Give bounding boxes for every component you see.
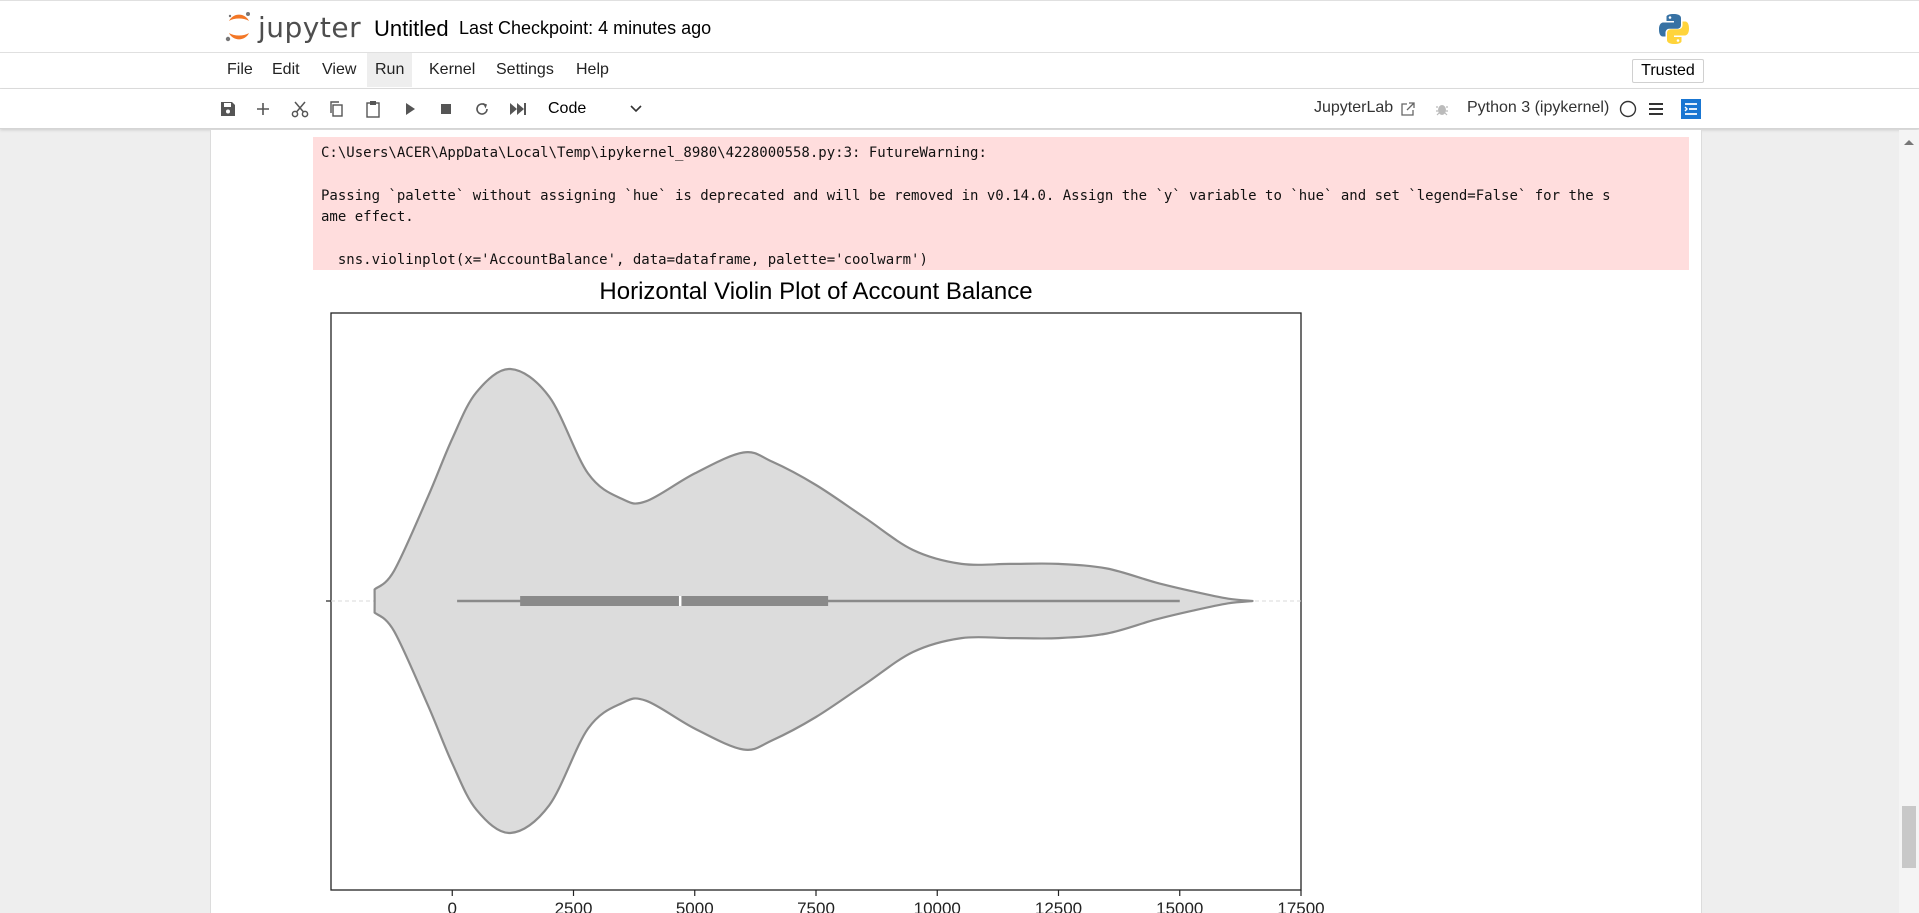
menu-file[interactable]: File xyxy=(227,61,253,78)
kernel-name[interactable]: Python 3 (ipykernel) xyxy=(1467,99,1610,116)
stderr-line: Passing `palette` without assigning `hue… xyxy=(321,188,1611,204)
scrollbar-thumb[interactable] xyxy=(1902,806,1916,868)
stderr-line: C:\Users\ACER\AppData\Local\Temp\ipykern… xyxy=(321,145,987,161)
scroll-up-arrow-icon[interactable] xyxy=(1903,134,1915,152)
chevron-down-icon[interactable] xyxy=(628,97,644,126)
cell-type-select[interactable]: Code xyxy=(548,100,587,117)
property-inspector-icon[interactable] xyxy=(1681,99,1701,119)
stderr-line: ame effect. xyxy=(321,209,414,225)
menu-bar: File Edit View Run Kernel Settings Help … xyxy=(0,53,1919,89)
jupyter-logo-icon xyxy=(225,12,250,42)
menu-kernel[interactable]: Kernel xyxy=(429,61,476,78)
top-header: jupyter Untitled Last Checkpoint: 4 minu… xyxy=(0,0,1919,53)
cut-icon[interactable] xyxy=(290,99,310,119)
external-link-icon[interactable] xyxy=(1398,99,1418,119)
vertical-scrollbar[interactable] xyxy=(1899,130,1919,913)
menu-settings[interactable]: Settings xyxy=(496,61,554,78)
menu-edit[interactable]: Edit xyxy=(272,61,300,78)
copy-icon[interactable] xyxy=(326,99,346,119)
save-icon[interactable] xyxy=(218,99,238,119)
menu-view[interactable]: View xyxy=(322,61,357,78)
chart-title: Horizontal Violin Plot of Account Balanc… xyxy=(599,278,1033,305)
kernel-status-icon xyxy=(1618,99,1638,119)
jupyter-logo-text: jupyter xyxy=(258,10,362,44)
stderr-line: sns.violinplot(x='AccountBalance', data=… xyxy=(321,252,928,268)
jupyter-logo[interactable]: jupyter xyxy=(224,9,361,45)
restart-icon[interactable] xyxy=(472,99,492,119)
paste-icon[interactable] xyxy=(363,99,383,119)
menu-lines-icon[interactable] xyxy=(1646,99,1666,119)
notebook-title[interactable]: Untitled xyxy=(374,16,449,41)
notebook-toolbar: Code JupyterLab Python 3 (ipykernel) xyxy=(0,89,1919,129)
fast-forward-icon[interactable] xyxy=(508,99,528,119)
python-logo-icon xyxy=(1656,11,1692,52)
add-cell-icon[interactable] xyxy=(253,99,273,119)
menu-help[interactable]: Help xyxy=(576,61,609,78)
stderr-output: C:\Users\ACER\AppData\Local\Temp\ipykern… xyxy=(313,137,1689,270)
checkpoint-status: Last Checkpoint: 4 minutes ago xyxy=(459,18,712,38)
open-jupyterlab-link[interactable]: JupyterLab xyxy=(1314,99,1394,116)
trusted-indicator[interactable]: Trusted xyxy=(1632,59,1704,83)
menu-run[interactable]: Run xyxy=(367,53,413,87)
stop-icon[interactable] xyxy=(436,99,456,119)
debugger-icon[interactable] xyxy=(1432,99,1452,119)
run-icon[interactable] xyxy=(400,99,420,119)
